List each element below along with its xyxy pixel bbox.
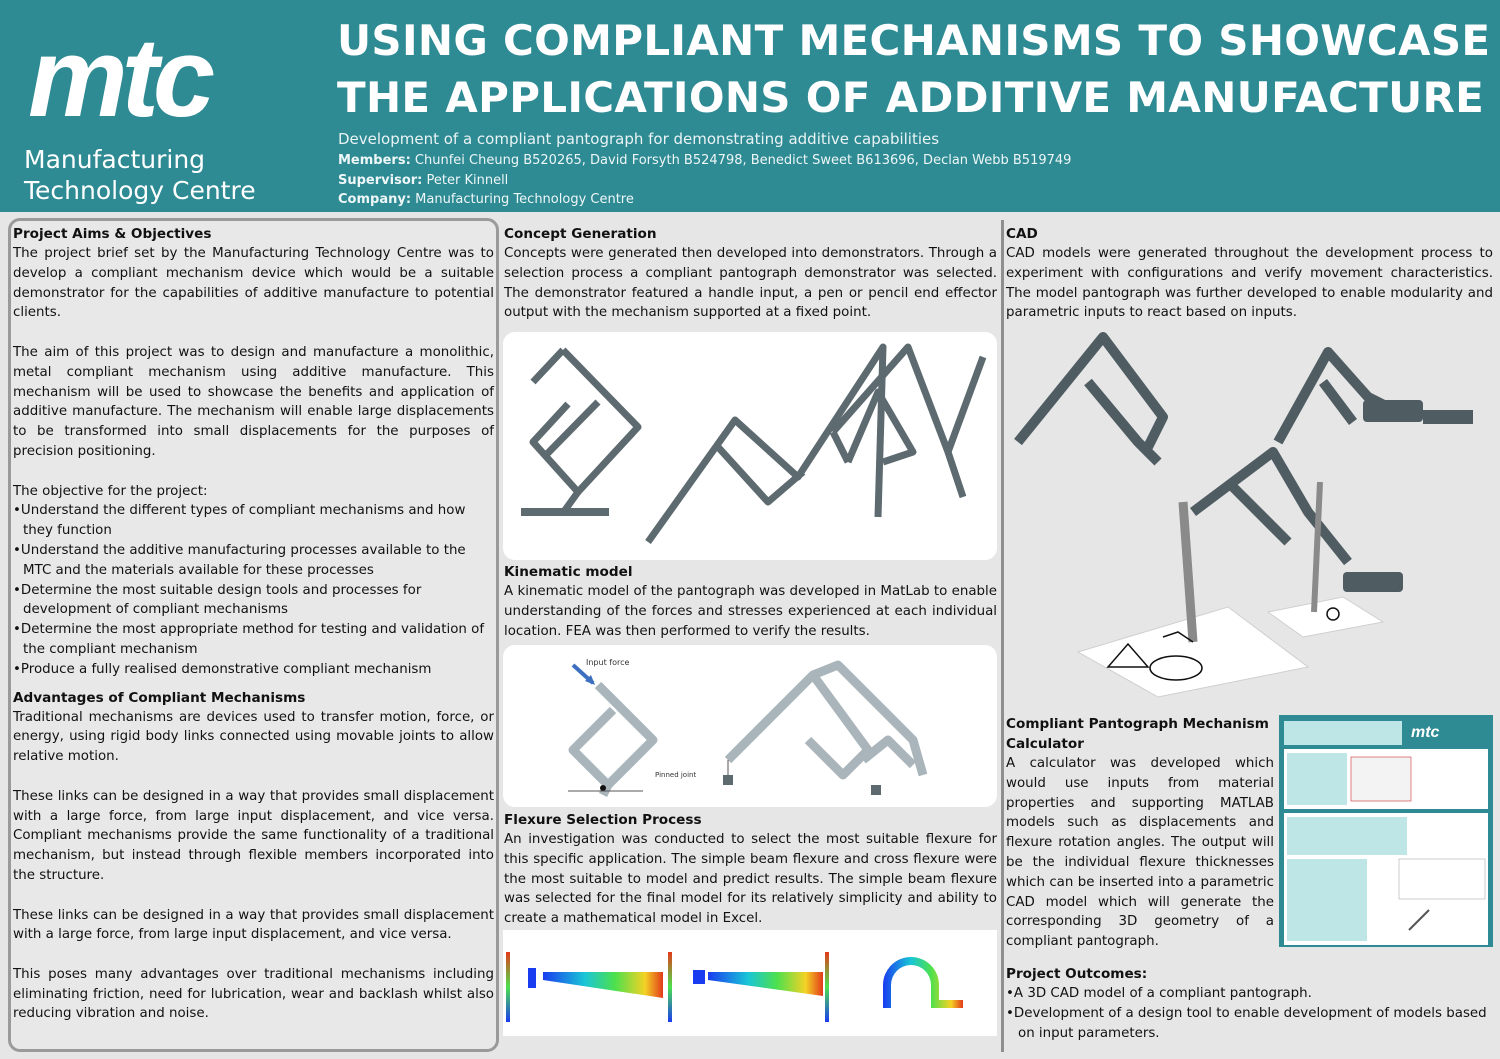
concept-paragraph: Concepts were generated then developed i… bbox=[504, 246, 997, 321]
outcome-item: •A 3D CAD model of a compliant pantograp… bbox=[1006, 986, 1312, 1001]
poster-header: mtc Manufacturing Technology Centre USIN… bbox=[0, 0, 1500, 212]
advantages-paragraph-3: These links can be designed in a way tha… bbox=[13, 907, 494, 943]
objective-item: •Produce a fully realised demonstrative … bbox=[13, 661, 432, 677]
objectives-intro: The objective for the project: bbox=[13, 483, 208, 499]
cad-models-render bbox=[1008, 322, 1494, 702]
kinematic-heading: Kinematic model bbox=[504, 564, 633, 580]
concept-demonstrators-image bbox=[503, 332, 997, 560]
poster-subtitle: Development of a compliant pantograph fo… bbox=[338, 130, 940, 148]
objective-item: •Determine the most suitable design tool… bbox=[13, 582, 422, 618]
supervisor-line: Supervisor: Peter Kinnell bbox=[338, 172, 508, 190]
outcomes-heading: Project Outcomes: bbox=[1006, 966, 1148, 982]
cad-paragraph: CAD models were generated throughout the… bbox=[1006, 246, 1493, 321]
concept-heading: Concept Generation bbox=[504, 226, 657, 242]
aims-paragraph-2: The aim of this project was to design an… bbox=[13, 344, 494, 459]
flexure-fea-results-image bbox=[503, 930, 997, 1036]
kinematic-section: Kinematic model A kinematic model of the… bbox=[504, 562, 997, 641]
flexure-paragraph: An investigation was conducted to select… bbox=[504, 832, 997, 927]
calculator-paragraph: A calculator was developed which would u… bbox=[1006, 756, 1274, 950]
middle-column: Concept Generation Concepts were generat… bbox=[504, 224, 997, 323]
members-label: Members: bbox=[338, 153, 411, 168]
supervisor-label: Supervisor: bbox=[338, 173, 423, 188]
right-column: CAD CAD models were generated throughout… bbox=[1006, 224, 1493, 323]
advantages-paragraph-4: This poses many advantages over traditio… bbox=[13, 966, 494, 1022]
outcome-item: •Development of a design tool to enable … bbox=[1006, 1005, 1487, 1041]
left-column: Project Aims & Objectives The project br… bbox=[13, 224, 494, 1024]
kinematic-model-diagram: Input force Pinned joint bbox=[503, 645, 997, 807]
pinned-joint-label: Pinned joint bbox=[655, 771, 696, 779]
cad-heading: CAD bbox=[1006, 226, 1038, 242]
objective-item: •Understand the additive manufacturing p… bbox=[13, 542, 466, 578]
poster-title: USING COMPLIANT MECHANISMS TO SHOWCASE T… bbox=[337, 16, 1491, 122]
aims-paragraph-1: The project brief set by the Manufacturi… bbox=[13, 246, 494, 321]
members-value: Chunfei Cheung B520265, David Forsyth B5… bbox=[414, 153, 1072, 168]
aims-heading: Project Aims & Objectives bbox=[13, 226, 212, 242]
company-label: Company: bbox=[338, 192, 412, 207]
mtc-logo: mtc bbox=[28, 15, 215, 140]
kinematic-paragraph: A kinematic model of the pantograph was … bbox=[504, 584, 997, 639]
calculator-screenshot: mtc bbox=[1279, 715, 1493, 947]
logo-text-line1: Manufacturing bbox=[24, 145, 206, 174]
objective-item: •Understand the different types of compl… bbox=[13, 503, 466, 539]
advantages-heading: Advantages of Compliant Mechanisms bbox=[13, 689, 306, 706]
company-line: Company: Manufacturing Technology Centre bbox=[338, 191, 634, 209]
members-line: Members: Chunfei Cheung B520265, David F… bbox=[338, 152, 1071, 170]
outcomes-section: Project Outcomes: •A 3D CAD model of a c… bbox=[1006, 964, 1494, 1043]
left-panel-frame bbox=[8, 218, 499, 1052]
objective-item: •Determine the most appropriate method f… bbox=[13, 622, 485, 657]
supervisor-value: Peter Kinnell bbox=[426, 173, 509, 188]
company-value: Manufacturing Technology Centre bbox=[415, 192, 634, 207]
calculator-heading: Compliant Pantograph Mechanism Calculato… bbox=[1006, 716, 1269, 752]
logo-text-line2: Technology Centre bbox=[24, 176, 256, 205]
calculator-mtc-logo: mtc bbox=[1411, 724, 1440, 741]
column-divider bbox=[1001, 220, 1004, 1052]
calculator-section: Compliant Pantograph Mechanism Calculato… bbox=[1006, 714, 1274, 952]
flexure-section: Flexure Selection Process An investigati… bbox=[504, 810, 997, 929]
advantages-paragraph-2: These links can be designed in a way tha… bbox=[13, 788, 494, 883]
input-force-label: Input force bbox=[586, 658, 629, 667]
flexure-heading: Flexure Selection Process bbox=[504, 812, 702, 828]
advantages-paragraph-1: Traditional mechanisms are devices used … bbox=[13, 709, 494, 765]
